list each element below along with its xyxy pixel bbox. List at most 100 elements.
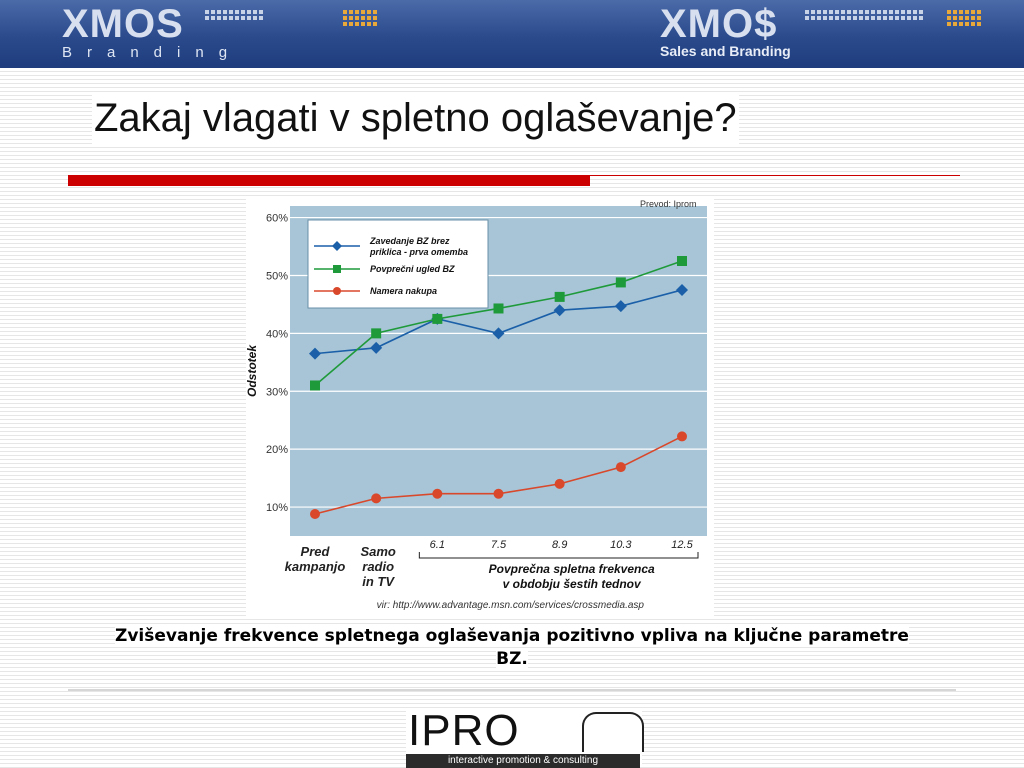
dot bbox=[847, 10, 851, 14]
dot bbox=[805, 10, 809, 14]
xmos-sales-logo: XMO$ Sales and Branding bbox=[660, 2, 791, 59]
data-point bbox=[615, 462, 626, 473]
dot bbox=[229, 16, 233, 20]
dot bbox=[959, 22, 963, 26]
data-point bbox=[553, 304, 566, 317]
y-tick-label: 30% bbox=[266, 386, 288, 398]
dot bbox=[211, 10, 215, 14]
dot bbox=[901, 10, 905, 14]
dot bbox=[211, 16, 215, 20]
chart-credit: Prevod: Iprom bbox=[640, 199, 697, 209]
data-point bbox=[371, 493, 382, 504]
x-tick-label: 12.5 bbox=[671, 539, 693, 551]
dot bbox=[367, 16, 371, 20]
header-banner: XMOS Branding XMO$ Sales and Branding bbox=[0, 0, 1024, 68]
dot bbox=[817, 16, 821, 20]
data-point bbox=[677, 256, 687, 266]
dot bbox=[349, 10, 353, 14]
dot bbox=[853, 10, 857, 14]
data-point bbox=[310, 380, 320, 391]
legend-label: Namera nakupa bbox=[370, 286, 437, 296]
legend-marker bbox=[333, 265, 341, 273]
xmos-logo-subtitle: Sales and Branding bbox=[660, 43, 791, 59]
data-point bbox=[310, 509, 320, 519]
dot bbox=[971, 16, 975, 20]
dot bbox=[913, 10, 917, 14]
dot bbox=[241, 16, 245, 20]
dot bbox=[959, 10, 963, 14]
iprom-logo-m-mark bbox=[582, 712, 644, 752]
x-tick-label: Pred bbox=[301, 544, 331, 559]
dot bbox=[971, 10, 975, 14]
dot bbox=[235, 16, 239, 20]
dot bbox=[823, 16, 827, 20]
dot bbox=[895, 10, 899, 14]
dot bbox=[919, 16, 923, 20]
dot bbox=[847, 16, 851, 20]
iprom-logo: IPRO interactive promotion & consulting bbox=[406, 706, 644, 768]
xmos-logo-subtitle: Branding bbox=[62, 44, 243, 61]
data-point bbox=[615, 277, 626, 288]
data-point bbox=[432, 488, 443, 499]
dot bbox=[841, 16, 845, 20]
y-tick-label: 50% bbox=[266, 270, 288, 282]
logo-dots-decoration bbox=[343, 10, 377, 26]
legend-label: Povprečni ugled BZ bbox=[370, 264, 455, 274]
data-point bbox=[554, 291, 565, 302]
dot bbox=[977, 10, 981, 14]
dot bbox=[971, 22, 975, 26]
dot bbox=[871, 10, 875, 14]
dot bbox=[247, 16, 251, 20]
data-point bbox=[492, 327, 505, 340]
dot bbox=[965, 10, 969, 14]
dot bbox=[953, 10, 957, 14]
dot bbox=[343, 10, 347, 14]
y-tick-label: 20% bbox=[266, 444, 288, 456]
dot bbox=[361, 22, 365, 26]
dot bbox=[343, 22, 347, 26]
xmos-logo-text: XMOS bbox=[62, 2, 184, 46]
dot bbox=[259, 10, 263, 14]
dot bbox=[865, 16, 869, 20]
dot bbox=[223, 10, 227, 14]
dot bbox=[811, 16, 815, 20]
legend-marker bbox=[332, 241, 342, 251]
chart-svg: 10% 20% 30% 40% 50% 60% Odstotek Zavedanje BZ b… bbox=[246, 206, 707, 611]
dot bbox=[907, 16, 911, 20]
dot bbox=[259, 16, 263, 20]
dot bbox=[835, 16, 839, 20]
dot bbox=[947, 22, 951, 26]
dot bbox=[865, 10, 869, 14]
x-tick-label: 10.3 bbox=[610, 539, 632, 551]
dot bbox=[373, 22, 377, 26]
x-group-label: v obdobju šestih tednov bbox=[503, 577, 642, 591]
dot bbox=[355, 10, 359, 14]
dot bbox=[859, 10, 863, 14]
line-chart: 10% 20% 30% 40% 50% 60% Odstotek Zavedanje BZ b… bbox=[246, 196, 714, 616]
dot bbox=[883, 16, 887, 20]
dot bbox=[965, 16, 969, 20]
logo-dots-decoration bbox=[947, 10, 981, 26]
data-point bbox=[554, 478, 565, 489]
dot bbox=[841, 10, 845, 14]
x-group-bracket bbox=[418, 552, 699, 559]
dot bbox=[229, 10, 233, 14]
x-tick-label: 7.5 bbox=[491, 539, 507, 551]
iprom-logo-text: IPRO bbox=[408, 706, 520, 755]
dot bbox=[349, 16, 353, 20]
dot bbox=[223, 16, 227, 20]
dot bbox=[919, 10, 923, 14]
dot bbox=[895, 16, 899, 20]
dot bbox=[835, 10, 839, 14]
title-underline-thin bbox=[590, 175, 960, 176]
dot bbox=[805, 16, 809, 20]
y-axis-label: Odstotek bbox=[246, 344, 259, 397]
dot bbox=[367, 22, 371, 26]
x-tick-label: kampanjo bbox=[285, 559, 346, 574]
dot bbox=[977, 16, 981, 20]
dot bbox=[853, 16, 857, 20]
dot bbox=[235, 10, 239, 14]
dot bbox=[373, 16, 377, 20]
data-point bbox=[371, 328, 382, 339]
dot bbox=[965, 22, 969, 26]
